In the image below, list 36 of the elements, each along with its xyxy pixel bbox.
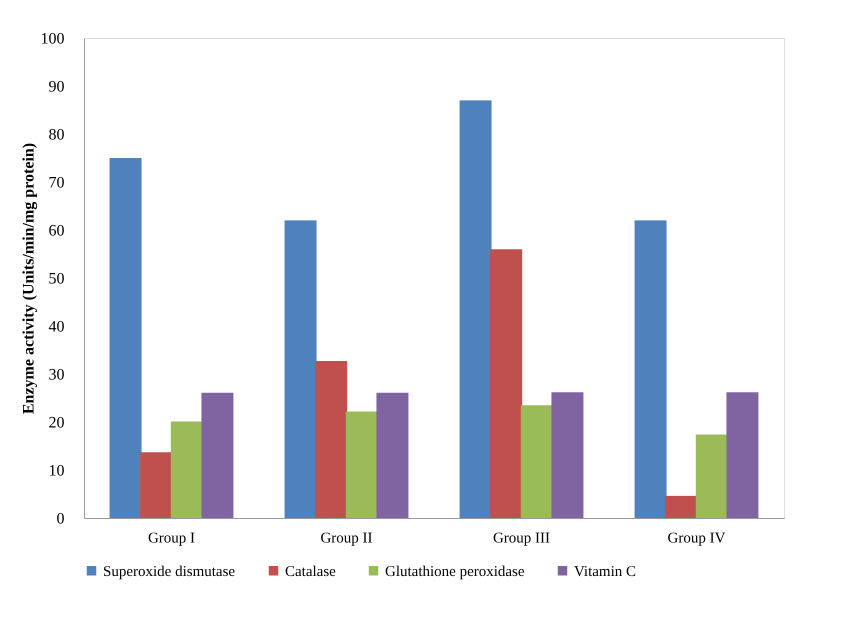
bar (201, 392, 234, 518)
y-tick-label: 40 (48, 318, 64, 336)
bar (490, 249, 522, 518)
bar (376, 392, 408, 518)
y-tick-label: 90 (48, 78, 64, 96)
x-tick-label: Group III (492, 530, 550, 546)
bar (551, 392, 584, 518)
y-tick-label: 70 (48, 174, 64, 192)
x-tick-label: Group II (320, 530, 373, 546)
y-tick-label: 50 (48, 270, 64, 288)
bar (520, 405, 553, 518)
bar (346, 411, 378, 518)
legend-label: Superoxide dismutase (103, 564, 236, 580)
bar (110, 158, 142, 518)
bar (726, 392, 758, 518)
bar (665, 496, 698, 518)
x-tick-label: Group IV (668, 530, 726, 546)
legend-label: Glutathione peroxidase (385, 564, 525, 580)
legend-label: Catalase (285, 564, 336, 580)
y-tick-label: 100 (40, 30, 64, 48)
y-tick-label: 30 (48, 366, 64, 384)
bar (696, 434, 728, 518)
bar (170, 422, 203, 518)
y-tick-label: 60 (48, 222, 64, 240)
bar (315, 361, 348, 518)
bar (460, 100, 492, 518)
bar (634, 220, 667, 518)
y-tick-label: 10 (48, 462, 64, 480)
bar (140, 452, 172, 518)
x-tick-label: Group I (148, 530, 196, 546)
y-tick-label: 0 (56, 510, 64, 528)
bar (284, 220, 317, 518)
y-tick-label: 20 (48, 414, 64, 432)
y-tick-label: 80 (48, 126, 64, 144)
legend-label: Vitamin C (574, 564, 636, 580)
y-axis-title: Enzyme activity (Units/min/mg protein) (20, 142, 38, 414)
